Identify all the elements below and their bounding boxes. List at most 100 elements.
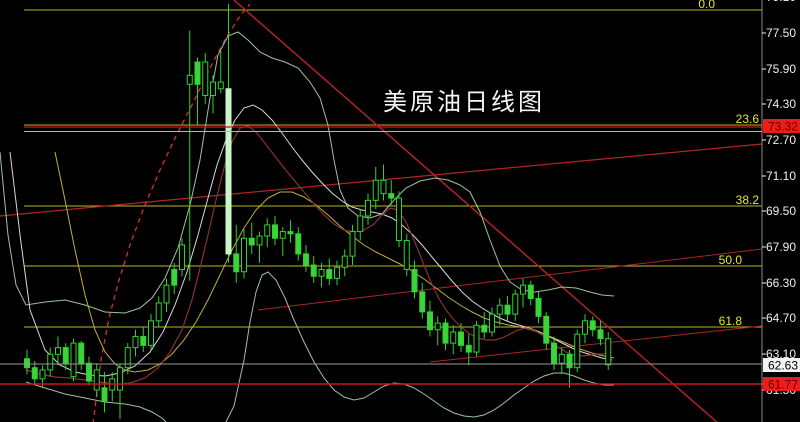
fib-label-23.6: 23.6 — [736, 112, 760, 126]
candle — [194, 57, 201, 125]
axis-price-label: 77.50 — [766, 26, 796, 40]
candle — [132, 329, 139, 357]
candle — [396, 191, 402, 248]
candle — [326, 258, 333, 286]
candle — [303, 244, 309, 272]
candle — [450, 325, 457, 355]
candle — [163, 278, 170, 312]
candle — [256, 231, 263, 263]
trend-line-3 — [233, 0, 718, 422]
axis-price-label: 75.90 — [766, 62, 796, 76]
candle — [427, 300, 433, 337]
candle — [217, 50, 224, 94]
price-box-value: 61.77 — [768, 378, 798, 392]
trend-line-2 — [429, 325, 762, 363]
axis-price-label: 71.10 — [766, 169, 796, 183]
candle — [47, 347, 54, 377]
candle — [341, 249, 348, 277]
candle — [31, 360, 38, 386]
candle — [241, 229, 247, 279]
axis-price-label: 64.70 — [766, 311, 796, 325]
chart-title: 美原油日线图 — [383, 88, 545, 116]
candle — [543, 311, 550, 350]
price-box-value: 62.63 — [768, 359, 798, 373]
candle — [233, 224, 240, 283]
axis-price-label: 72.70 — [766, 133, 796, 147]
candle — [210, 75, 216, 114]
candle — [535, 291, 542, 324]
candle — [574, 329, 581, 373]
candle — [155, 296, 162, 328]
fib-label-50.0: 50.0 — [719, 253, 743, 267]
candle — [248, 222, 255, 254]
candle — [295, 227, 302, 261]
axis-price-label: 66.30 — [766, 276, 796, 290]
candle — [70, 338, 77, 382]
candle — [566, 349, 573, 388]
candle — [473, 320, 480, 357]
candle — [334, 260, 340, 286]
candlesticks — [24, 3, 612, 420]
dashed-trend-curve — [92, 3, 251, 422]
candle — [179, 238, 185, 277]
last-price-box — [763, 358, 800, 372]
candle — [101, 372, 108, 413]
candle — [527, 280, 534, 306]
candle — [264, 218, 271, 248]
plot-area — [0, 0, 762, 422]
fib-label-0.0: 0.0 — [698, 0, 715, 11]
axis-price-label: 67.90 — [766, 240, 796, 254]
candle — [442, 318, 449, 350]
candle — [589, 316, 596, 337]
candle — [434, 316, 441, 346]
candle — [365, 193, 371, 225]
candle — [287, 220, 294, 243]
candle — [55, 336, 61, 366]
ma-white — [9, 104, 613, 377]
candle — [489, 307, 495, 337]
candle — [403, 233, 410, 277]
candle — [388, 180, 395, 205]
candle — [496, 298, 503, 326]
candle — [171, 262, 178, 295]
candle — [225, 3, 232, 263]
candle — [279, 227, 286, 257]
ma-yellow — [54, 151, 615, 373]
fib-label-61.8: 61.8 — [719, 314, 743, 328]
candle — [520, 278, 526, 308]
candle — [272, 215, 278, 245]
candle — [140, 327, 147, 353]
candle — [597, 320, 604, 346]
axis-price-label: 79.10 — [766, 0, 796, 4]
candle — [558, 347, 565, 375]
candle — [372, 166, 379, 210]
candle — [380, 164, 387, 201]
candle — [62, 343, 69, 370]
candle — [512, 289, 519, 321]
candle — [117, 363, 123, 420]
candle — [310, 256, 317, 283]
bollinger-upper-band — [0, 31, 615, 314]
candle — [582, 314, 588, 344]
candle — [202, 53, 209, 105]
candle — [24, 349, 30, 375]
bollinger-lower-band — [25, 271, 614, 422]
fib-label-38.2: 38.2 — [736, 193, 760, 207]
candle — [419, 282, 426, 319]
axis-price-label: 69.50 — [766, 204, 796, 218]
candle — [93, 363, 100, 397]
trend-line-1 — [257, 248, 762, 311]
candle — [349, 224, 356, 266]
candle — [357, 209, 364, 241]
candle — [318, 262, 325, 288]
candle — [186, 30, 193, 281]
candle — [86, 356, 92, 386]
candle — [124, 343, 131, 375]
candle — [411, 260, 418, 299]
candle — [504, 296, 511, 321]
axis-price-label: 74.30 — [766, 97, 796, 111]
price-alert-box — [763, 377, 800, 391]
candle — [148, 314, 154, 350]
